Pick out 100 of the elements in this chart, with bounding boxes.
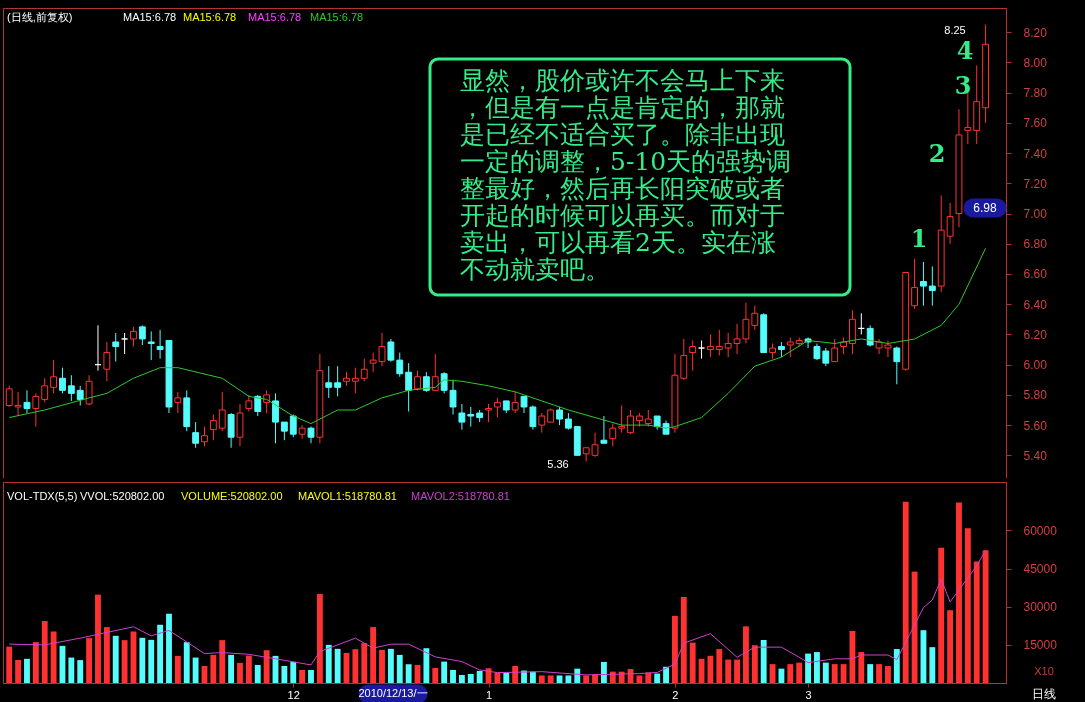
bar xyxy=(938,547,945,683)
y-tick-label: 5.80 xyxy=(1023,388,1048,403)
annotation: MA15:6.78 xyxy=(310,11,364,23)
candlestick xyxy=(112,332,120,363)
candlestick xyxy=(32,392,40,428)
candlestick xyxy=(928,265,936,307)
bar xyxy=(867,664,874,683)
candlestick xyxy=(201,426,208,447)
bar xyxy=(228,654,235,683)
candlestick xyxy=(946,202,954,245)
candlestick xyxy=(14,391,22,417)
bar xyxy=(192,657,199,683)
x-tick-label: 1 xyxy=(485,688,493,701)
candlestick xyxy=(707,333,714,358)
bar xyxy=(77,660,84,683)
bar xyxy=(254,664,261,683)
bar xyxy=(325,644,332,683)
bar xyxy=(15,660,22,683)
bar xyxy=(707,655,714,683)
candlestick xyxy=(689,339,697,372)
candlestick xyxy=(458,403,466,431)
bar xyxy=(432,667,439,683)
bar xyxy=(121,640,128,683)
bar xyxy=(787,664,794,683)
bar xyxy=(370,627,377,683)
bar xyxy=(947,610,954,683)
candlestick xyxy=(227,412,235,449)
candlestick xyxy=(325,365,333,399)
candlestick xyxy=(59,367,66,394)
bar xyxy=(858,652,865,683)
bar xyxy=(529,671,536,683)
bar xyxy=(538,675,545,683)
candlestick xyxy=(538,412,546,434)
bar xyxy=(964,528,971,683)
bar xyxy=(574,668,581,683)
bar xyxy=(86,638,93,683)
candlestick xyxy=(334,365,342,397)
text: MAVOL2:518780.81 xyxy=(411,490,510,502)
annotation: VOLUME:520802.00 xyxy=(181,490,283,502)
bar xyxy=(281,665,288,683)
annotation: 4 xyxy=(956,36,974,65)
bar xyxy=(103,627,110,683)
candlestick xyxy=(715,329,723,357)
candlestick xyxy=(272,392,279,444)
bar xyxy=(876,664,882,683)
candlestick xyxy=(405,362,413,412)
bar xyxy=(450,669,456,683)
y-tick-label: 5.40 xyxy=(1023,448,1048,463)
x-tick-label: 12 xyxy=(287,688,300,701)
annotation: 8.25 xyxy=(944,24,966,36)
bar xyxy=(476,670,483,683)
candlestick xyxy=(41,377,49,403)
annotation: 2 xyxy=(928,139,946,168)
bar xyxy=(157,624,164,683)
bar xyxy=(174,655,181,683)
annotation: VVOL:520802.00 xyxy=(80,490,165,502)
y-tick-label: 6.40 xyxy=(1023,297,1048,312)
annotation: 显然，股价或许不会马上下来，但是有一点是肯定的，那就是已经不适合买了。除非出现一定的调整，5-10天的强势调整最好，然后再长阳突破或者开起的时候可以再买。而对于卖出，可以再看2天。实在涨不动就卖吧。 xyxy=(460,66,792,284)
candlestick xyxy=(218,391,226,432)
bar xyxy=(556,675,563,683)
candlestick xyxy=(138,324,146,346)
bar xyxy=(547,675,554,683)
candlestick xyxy=(396,352,404,378)
bar xyxy=(503,672,510,683)
bar xyxy=(387,648,394,683)
candlestick xyxy=(893,346,901,385)
bar xyxy=(95,594,101,683)
annotation: 6.98 xyxy=(973,201,997,215)
bar xyxy=(565,675,572,683)
candlestick xyxy=(174,391,182,414)
bar xyxy=(316,593,323,683)
annotation: 3 xyxy=(954,71,972,100)
annotation: MA15:6.78 xyxy=(248,11,302,23)
candlestick xyxy=(209,414,217,441)
bar xyxy=(441,661,448,683)
candlestick xyxy=(67,374,75,402)
y-tick-label: 60000 xyxy=(1023,523,1058,538)
bar xyxy=(112,635,119,683)
candlestick xyxy=(254,394,262,417)
candlestick xyxy=(831,338,839,363)
bar xyxy=(831,664,838,683)
candlestick xyxy=(422,371,430,393)
bar xyxy=(805,653,811,683)
candlestick xyxy=(431,353,439,391)
y-tick-label: 7.00 xyxy=(1023,207,1048,222)
y-tick-label: 8.00 xyxy=(1023,55,1048,70)
candlestick xyxy=(280,421,288,441)
y-tick-label: 7.80 xyxy=(1023,86,1048,101)
y-tick-label: 7.60 xyxy=(1023,116,1048,131)
bar xyxy=(183,642,190,683)
bar xyxy=(379,649,385,683)
text: 日线 xyxy=(1032,687,1056,701)
bar xyxy=(902,501,909,683)
bar xyxy=(494,672,501,683)
bar xyxy=(600,661,607,683)
text: VOL-TDX(5,5) xyxy=(7,490,78,502)
candlestick xyxy=(609,423,617,447)
bar xyxy=(139,637,146,683)
bar xyxy=(237,662,243,683)
bar xyxy=(263,650,270,683)
